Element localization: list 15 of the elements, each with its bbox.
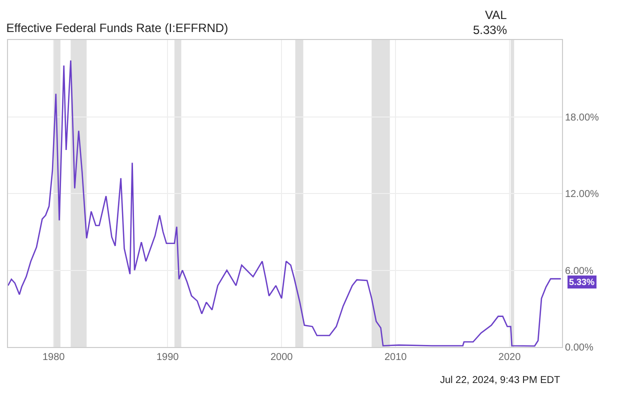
x-tick-label: 2000	[270, 352, 294, 363]
x-tick-label: 1980	[42, 352, 66, 363]
y-tick-label: 0.00%	[565, 342, 594, 354]
chart-title: Effective Federal Funds Rate (I:EFFRND)	[6, 21, 228, 36]
x-tick-label: 1990	[156, 352, 180, 363]
text: 5.33%	[473, 23, 508, 37]
x-tick-label: 2020	[498, 352, 522, 363]
y-tick-label: 6.00%	[565, 266, 594, 277]
y-tick-label: 18.00%	[565, 112, 600, 124]
line-series	[8, 60, 562, 347]
annotation: 5.33%	[569, 277, 595, 287]
text: Jul 22, 2024, 9:43 PM EDT	[440, 375, 560, 386]
text: VAL	[485, 8, 508, 22]
x-tick-label: 2010	[384, 352, 408, 363]
y-tick-label: 12.00%	[565, 189, 600, 200]
